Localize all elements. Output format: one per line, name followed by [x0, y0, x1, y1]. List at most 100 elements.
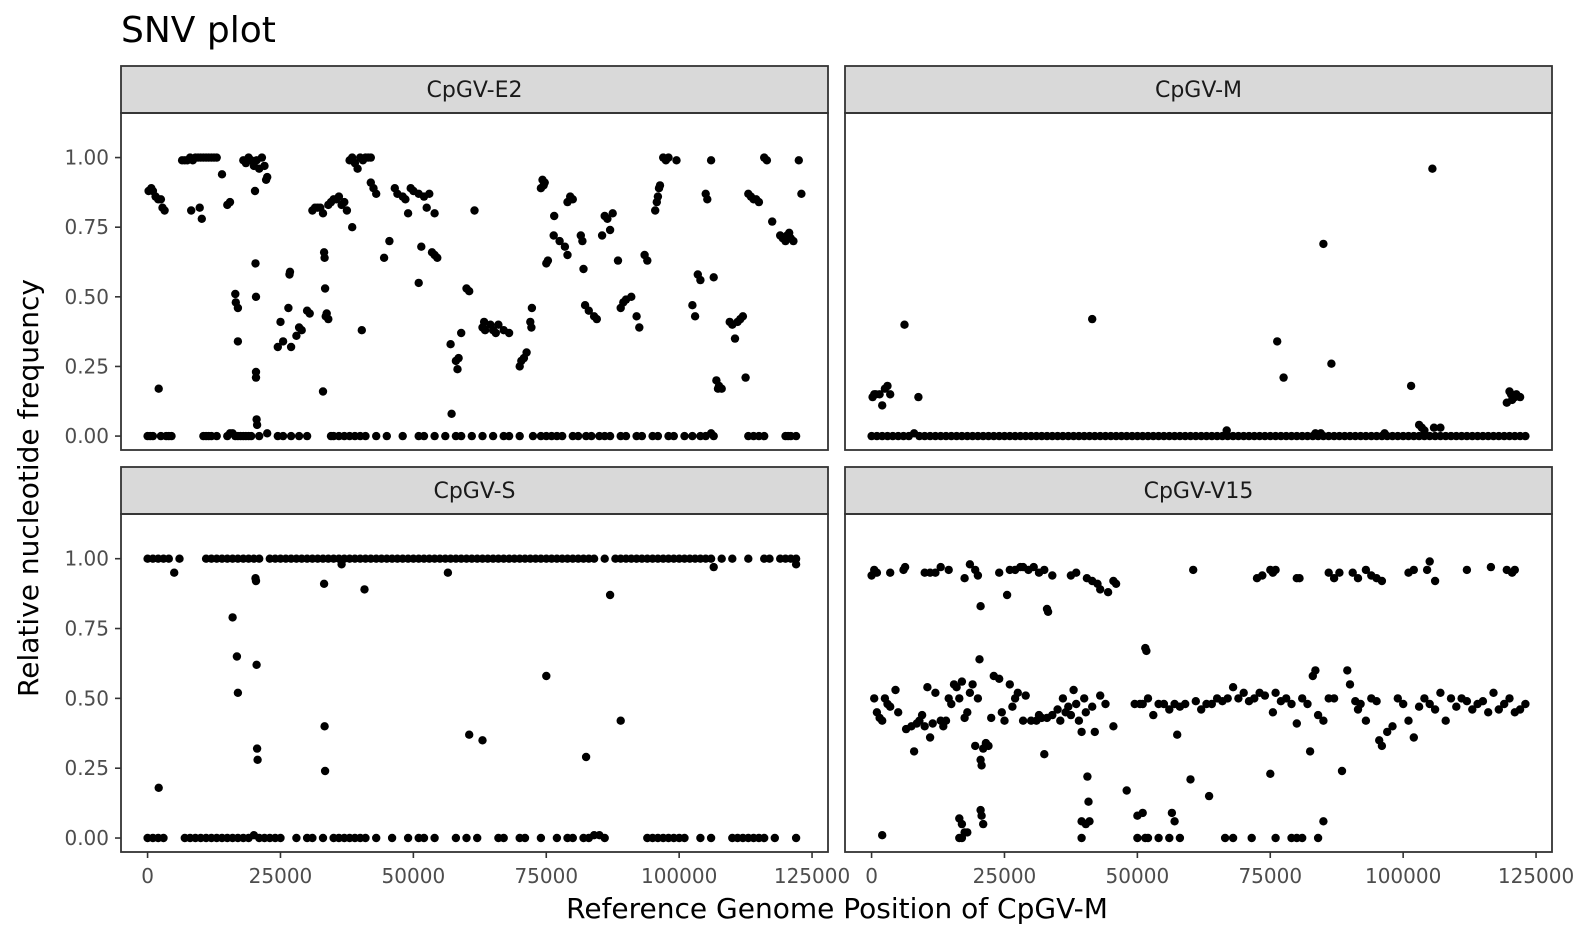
data-point: [478, 431, 487, 441]
x-tick-label: 100000: [1365, 864, 1441, 888]
data-point: [875, 390, 884, 399]
data-point: [398, 431, 407, 441]
data-point: [925, 733, 935, 742]
data-point: [318, 387, 328, 396]
data-point: [401, 195, 410, 204]
data-point: [340, 197, 349, 207]
data-point: [1383, 727, 1392, 737]
y-tick-label: 0.50: [64, 285, 109, 309]
data-point: [430, 209, 439, 218]
data-point: [886, 390, 895, 399]
data-point: [1000, 716, 1009, 725]
data-point: [664, 153, 673, 162]
x-tick-label: 0: [865, 864, 878, 888]
data-point: [1446, 694, 1456, 703]
data-point: [252, 420, 262, 430]
data-point: [653, 431, 663, 441]
data-point: [491, 328, 500, 338]
data-point: [791, 554, 801, 563]
data-point: [480, 326, 490, 335]
data-point: [791, 431, 801, 441]
data-point: [233, 688, 243, 697]
data-point: [1319, 817, 1328, 826]
data-point: [632, 312, 641, 321]
data-point: [276, 317, 285, 327]
data-point: [308, 833, 317, 843]
data-point: [878, 831, 887, 840]
data-point: [1005, 680, 1014, 689]
data-point: [728, 554, 737, 563]
data-point: [963, 708, 972, 717]
data-point: [225, 197, 235, 207]
data-point: [1250, 694, 1259, 703]
panel-border: [844, 513, 1553, 853]
data-point: [285, 267, 295, 276]
data-point: [1484, 708, 1493, 717]
data-point: [276, 833, 285, 843]
data-point: [900, 320, 909, 329]
data-point: [1436, 688, 1445, 697]
data-point: [479, 317, 489, 327]
data-point: [1008, 702, 1017, 711]
data-point: [1505, 694, 1514, 703]
data-point: [467, 431, 476, 441]
data-point: [320, 253, 329, 262]
data-point: [1066, 710, 1076, 720]
data-point: [488, 431, 498, 441]
data-point: [1521, 431, 1530, 441]
data-point: [616, 716, 625, 725]
data-point: [292, 833, 301, 843]
data-point: [1021, 691, 1030, 700]
data-point: [430, 431, 439, 441]
data-point: [1056, 716, 1065, 725]
data-point: [462, 833, 471, 843]
x-tick-label: 25000: [249, 864, 313, 888]
data-point: [320, 722, 329, 731]
data-point: [957, 677, 967, 686]
data-point: [688, 431, 697, 441]
data-point: [478, 736, 487, 745]
data-point: [251, 292, 261, 301]
data-point: [587, 431, 596, 441]
data-point: [263, 172, 272, 182]
data-point: [457, 328, 466, 338]
data-point: [372, 189, 381, 198]
data-point: [706, 554, 716, 563]
data-point: [579, 264, 588, 274]
data-point: [891, 685, 900, 695]
data-point: [540, 178, 549, 187]
data-point: [555, 236, 564, 246]
data-point: [197, 214, 206, 223]
data-point: [1287, 699, 1296, 709]
data-point: [965, 688, 975, 697]
data-point: [1247, 833, 1256, 843]
data-point: [1069, 685, 1078, 695]
data-point: [794, 156, 803, 165]
data-point: [886, 702, 895, 711]
data-point: [870, 694, 879, 703]
data-point: [1204, 791, 1214, 801]
data-point: [255, 431, 264, 441]
data-point: [454, 353, 463, 363]
data-point: [187, 206, 196, 215]
data-point: [231, 289, 240, 299]
data-point: [1337, 766, 1347, 776]
data-point: [738, 312, 748, 321]
y-tick-label: 0.75: [64, 617, 109, 641]
panel-border: [120, 112, 829, 451]
data-point: [1377, 741, 1387, 751]
data-point: [973, 571, 983, 580]
data-point: [278, 337, 288, 346]
x-tick-label: 100000: [641, 864, 717, 888]
data-point: [1002, 590, 1012, 600]
data-point: [536, 833, 546, 843]
data-point: [252, 744, 262, 753]
data-point: [914, 392, 923, 402]
data-point: [1080, 694, 1089, 703]
data-point: [931, 688, 940, 697]
data-point: [543, 256, 553, 265]
data-point: [581, 752, 591, 762]
data-point: [1081, 708, 1091, 717]
data-point: [1414, 702, 1424, 711]
